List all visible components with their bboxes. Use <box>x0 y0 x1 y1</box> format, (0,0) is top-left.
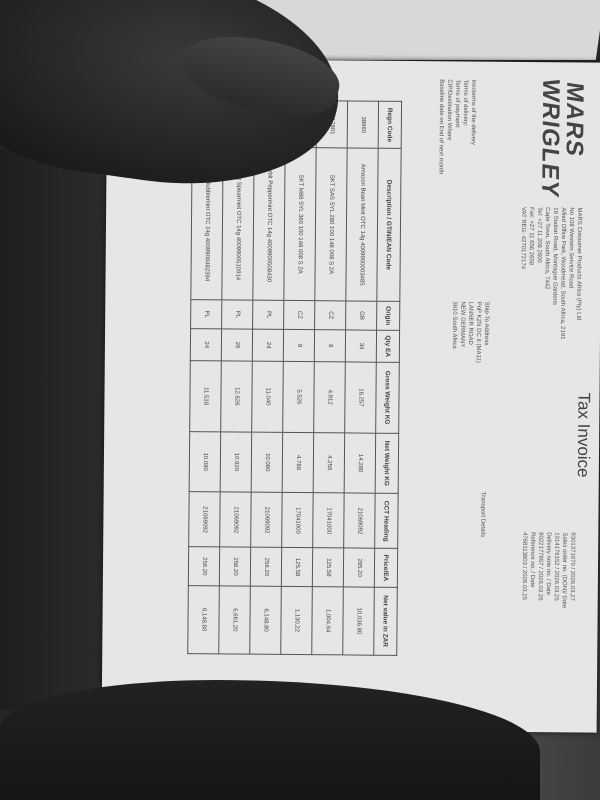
text-line: 3610 South Africa <box>450 301 458 349</box>
table-cell: 6,148.80 <box>249 585 282 655</box>
table-cell: 4.256 <box>313 432 345 494</box>
table-cell: 14.280 <box>344 432 376 494</box>
ship-to-label: Ship-To Address <box>482 301 490 346</box>
text-line: Incoterms of the delivery <box>469 79 477 145</box>
table-cell: 11.040 <box>251 361 284 433</box>
line-items-table: Regn Code Description / GTIN/EAN Code Orig… <box>187 99 402 656</box>
table-cell: 8 <box>314 329 346 362</box>
reference-block: 9301371670 / 2026.03.27 Sales order no. (… <box>520 532 577 608</box>
table-cell: 6,148.80 <box>187 585 220 654</box>
table-cell: CZ <box>314 300 346 330</box>
text-line: NEW GERMANY <box>458 301 466 348</box>
column-header: Gross Weight KG <box>375 362 400 434</box>
table-cell: 38960 <box>347 100 379 149</box>
table-cell: GB <box>345 300 377 331</box>
table-cell: 21069092 <box>250 492 283 548</box>
table-cell: SKT M86 SYL 360 100 148 008 S 2A <box>283 147 317 301</box>
column-header: Description / GTIN/EAN Code <box>376 148 402 302</box>
text-line: CIP/Destination Where <box>445 79 453 141</box>
table-cell: 125.58 <box>312 548 344 587</box>
text-line: Sales order no. (DON)/ Date <box>560 532 568 609</box>
table-cell: 21069092 <box>188 491 221 548</box>
table-cell: 9 <box>283 329 315 362</box>
seller-address: MARS Consumer Products Africa (Pty) Ltd N… <box>518 207 583 340</box>
table-row: 366651SKT M86 SYL 360 100 148 008 S 2ACZ… <box>280 100 317 655</box>
text-line: Cape Town, South Africa, 7442 <box>543 207 551 290</box>
table-row: 377929Orbit Spearmint OTC 14g 4009900510… <box>218 99 255 655</box>
table-cell: 17041000 <box>312 493 345 549</box>
table-cell: 10.920 <box>220 431 252 493</box>
table-cell: 17041000 <box>281 492 314 549</box>
table-cell: 256.20 <box>250 547 282 587</box>
text-line: VAT REG: 4270172174 <box>519 206 527 270</box>
document-title: Tax Invoice <box>573 392 594 478</box>
table-cell: Amazon Bean Mint OTC 14g 4009900003485 <box>345 148 379 302</box>
table-cell: 11.518 <box>189 360 222 432</box>
table-cell: 1,004.64 <box>311 586 344 655</box>
column-header: CCT Heading <box>374 493 399 549</box>
table-cell: 24 <box>190 328 222 361</box>
table-cell: 16.257 <box>344 361 377 433</box>
ship-to-address: Ship-To Address PnP KZN DC II (MA11) LANN… <box>450 301 491 362</box>
transport-details: Transport Details <box>479 491 486 538</box>
table-cell: 295.20 <box>343 548 375 587</box>
table-cell: 10.080 <box>251 431 283 493</box>
table-row: 38960 Amazon Bean Mint OTC 14g 4009900003… <box>342 100 379 656</box>
text-line: 1014176152 / 2026.03.25 <box>552 532 560 601</box>
column-header: Net Weight KG <box>375 432 399 494</box>
table-cell: SKT SAS SYL 280 100 148 008 S 2A <box>314 147 348 301</box>
column-header: Net value in ZAR <box>373 586 398 656</box>
table-cell: 4.788 <box>282 432 314 494</box>
table-cell: PL <box>190 299 222 329</box>
table-cell: 4.912 <box>313 361 346 433</box>
table-cell: CZ <box>283 300 315 330</box>
table-cell: 12.626 <box>220 360 253 432</box>
table-cell: 256.20 <box>219 547 251 586</box>
column-header: Origin <box>376 301 400 331</box>
table-cell: 26 <box>221 328 253 362</box>
table-cell: 125.58 <box>281 547 313 587</box>
text-line: Fax: +27 11 656 2658 <box>527 207 535 266</box>
table-cell: 1,130.22 <box>280 586 313 655</box>
text-line: Allied Office Park, Woodmead, South Afri… <box>558 207 567 340</box>
column-header: Qty EA <box>376 330 400 363</box>
text-line: 9301371670 / 2026.03.27 <box>568 532 576 601</box>
text-line: 4768113803 / 2026.03.25 <box>520 531 528 601</box>
column-header: Regn Code <box>378 101 402 149</box>
text-line: Baseline date on End of next month <box>437 79 445 175</box>
table-cell: 5.526 <box>282 361 315 433</box>
text-line: Terms of payment: <box>453 79 461 129</box>
text-line: PnP KZN DC II (MA11) <box>474 301 482 363</box>
column-header: Price/EA <box>374 548 398 588</box>
table-cell: 21069092 <box>343 493 376 549</box>
table-row: 377928Orbit Peppermint OTC 14g 400990050… <box>249 100 286 655</box>
table-cell: 21069092 <box>219 492 252 548</box>
terms-block: Incoterms of the delivery Terms of delive… <box>436 79 477 174</box>
table-cell: 10,036.80 <box>342 586 375 656</box>
mars-wrigley-logo: MARS WRIGLEY <box>536 76 589 200</box>
table-cell: 256.20 <box>188 547 220 586</box>
table-cell: 6,661.20 <box>218 585 251 655</box>
text-line: 8022177857 / 2026.03.26 <box>536 532 544 601</box>
table-cell: 24 <box>252 329 284 362</box>
table-cell: 10.080 <box>189 431 221 493</box>
table-cell: 34 <box>345 329 377 363</box>
text-line: MARS Consumer Products Africa (Pty) Ltd <box>575 207 583 321</box>
table-cell: PL <box>221 299 253 330</box>
lap-shadow <box>0 150 110 710</box>
table-row: 312801 SKT SAS SYL 280 100 148 008 S 2A CZ… <box>311 100 348 655</box>
table-cell: PL <box>252 300 284 330</box>
